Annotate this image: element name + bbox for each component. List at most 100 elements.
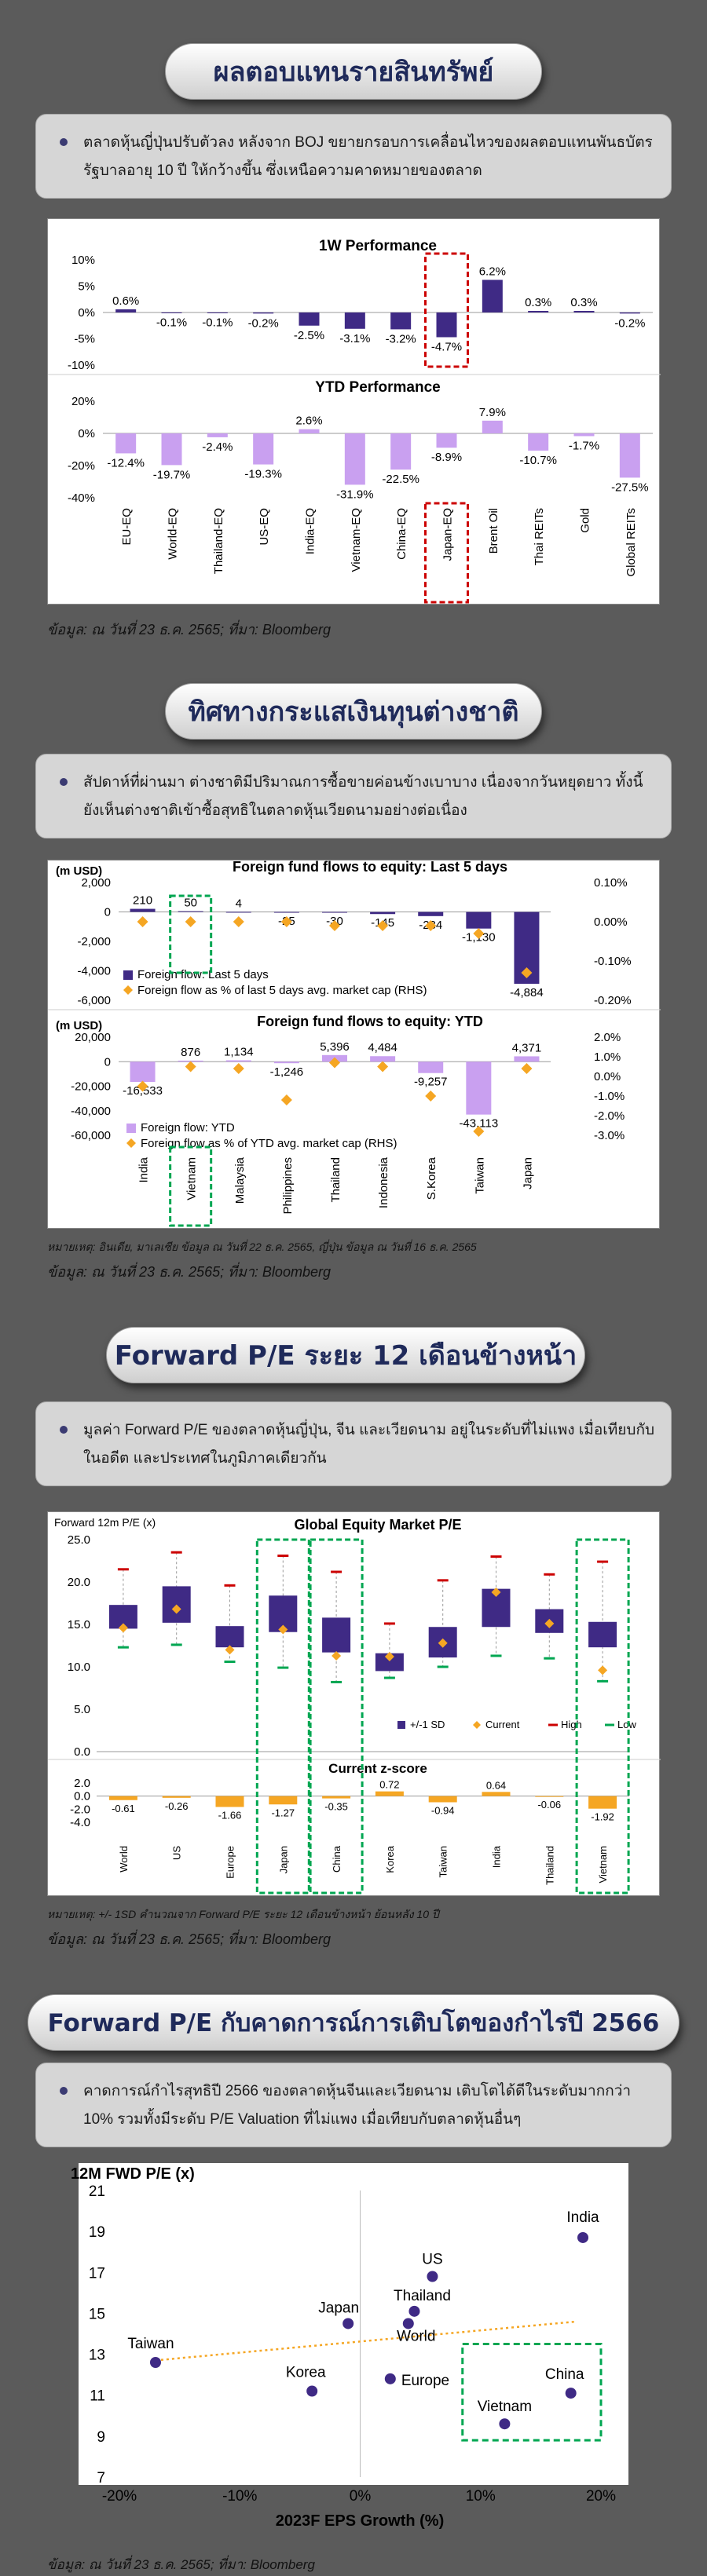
data-label: 1,134 <box>224 1045 254 1058</box>
data-label: -8.9% <box>431 451 462 464</box>
section2-text: สัปดาห์ที่ผ่านมา ต่างชาติมีปริมาณการซื้อ… <box>83 774 643 819</box>
point-label: World <box>397 2328 435 2344</box>
y2-tick-label: -0.20% <box>594 994 632 1007</box>
legend-label: Foreign flow: Last 5 days <box>137 968 269 981</box>
x-tick-label: Thailand-EQ <box>212 508 225 574</box>
y-tick-label: -5% <box>74 333 95 346</box>
highlight-box <box>169 894 213 974</box>
data-label: -1.66 <box>218 1810 242 1821</box>
bar <box>436 433 457 448</box>
data-label: -0.35 <box>324 1801 348 1813</box>
current-marker <box>598 1665 608 1675</box>
x-tick-label: India-EQ <box>304 508 317 554</box>
bar <box>418 1061 444 1073</box>
data-label: -0.2% <box>614 316 645 330</box>
bar <box>619 433 640 478</box>
rhs-marker <box>377 1061 389 1072</box>
y-tick-label: 0% <box>78 306 95 320</box>
highlight-box <box>461 2343 603 2442</box>
y-tick-label: 21 <box>89 2183 105 2200</box>
x-tick-label: 10% <box>466 2488 496 2505</box>
x-tick-label: S.Korea <box>425 1156 438 1200</box>
section2-header: ทิศทางกระแสเงินทุนต่างชาติ <box>165 683 542 740</box>
y-tick-label: 13 <box>89 2348 105 2364</box>
rhs-marker <box>137 916 148 927</box>
x-tick-label: EU-EQ <box>120 508 134 546</box>
rhs-marker <box>185 1061 196 1072</box>
y-tick-label: 0 <box>104 906 111 919</box>
highlight-box <box>575 1538 630 1895</box>
y-tick-label: 9 <box>97 2429 105 2446</box>
data-label: 0.72 <box>379 1779 399 1791</box>
y-tick-label: 17 <box>89 2265 105 2282</box>
data-label: 210 <box>133 894 152 908</box>
x-tick-label: India <box>491 1845 503 1868</box>
y-axis-title: 12M FWD P/E (x) <box>71 2165 195 2183</box>
current-marker <box>278 1624 288 1635</box>
rhs-marker <box>473 1126 485 1137</box>
section4-title: Forward P/E กับคาดการณ์การเติบโตของกำไรป… <box>47 2009 660 2037</box>
section3-header: Forward P/E ระยะ 12 เดือนข้างหน้า <box>106 1327 585 1383</box>
section3-source: ข้อมูล: ณ วันที่ 23 ธ.ค. 2565; ที่มา: Bl… <box>47 1931 331 1947</box>
y-tick-label: 25.0 <box>68 1533 90 1547</box>
scatter-point <box>408 2305 420 2317</box>
data-label: -1,246 <box>270 1065 304 1079</box>
legend-label: High <box>561 1719 582 1730</box>
chart-title: YTD Performance <box>315 379 440 396</box>
bar <box>299 429 320 433</box>
x-tick-label: China-EQ <box>395 508 408 560</box>
section4-source: ข้อมูล: ณ วันที่ 23 ธ.ค. 2565; ที่มา: Bl… <box>47 2557 315 2572</box>
highlight-box <box>255 1538 310 1895</box>
x-tick-label: Brent Oil <box>487 508 500 554</box>
rhs-marker <box>377 920 389 931</box>
bar <box>322 912 347 913</box>
scatter-point <box>306 2385 318 2397</box>
point-label: Europe <box>401 2373 449 2389</box>
flows-chart-panel: (m USD) Foreign fund flows to equity: Las… <box>47 859 661 1229</box>
y-tick-label: -40% <box>68 491 95 505</box>
legend-swatch <box>473 1721 481 1729</box>
data-label: -19.3% <box>244 468 282 481</box>
scatter-point <box>499 2418 511 2430</box>
rhs-marker <box>329 920 340 931</box>
current-marker <box>171 1604 181 1614</box>
data-label: -1.27 <box>271 1807 295 1818</box>
point-label: China <box>545 2366 584 2383</box>
section1-title: ผลตอบแทนรายสินทรัพย์ <box>213 57 494 88</box>
section1-bullet: ตลาดหุ้นญี่ปุ่นปรับตัวลง หลังจาก BOJ ขยา… <box>35 114 672 199</box>
legend-label: Current <box>485 1719 520 1730</box>
bar <box>273 912 299 913</box>
rhs-marker <box>329 1057 340 1069</box>
y-tick-label: -4,000 <box>77 965 111 978</box>
bar <box>344 312 365 329</box>
data-label: -43,113 <box>459 1117 498 1131</box>
bar <box>466 912 492 929</box>
rhs-marker <box>425 920 437 931</box>
x-tick-label: -20% <box>102 2488 137 2505</box>
section2-note: หมายเหตุ: อินเดีย, มาเลเซีย ข้อมูล ณ วัน… <box>47 1240 477 1253</box>
highlight-box <box>309 1538 364 1895</box>
section2-source: ข้อมูล: ณ วันที่ 23 ธ.ค. 2565; ที่มา: Bl… <box>47 1264 331 1280</box>
data-label: -22.5% <box>382 473 419 486</box>
performance-chart: 1W Performance 10% 5% 0% -5% -10% 0.6% -0.1% -0.… <box>48 238 661 604</box>
highlight-box <box>424 502 469 604</box>
data-label: 2.6% <box>295 415 322 428</box>
bar <box>573 310 595 312</box>
bar <box>528 310 549 312</box>
y-tick-label: 7 <box>97 2470 105 2486</box>
bar <box>161 312 182 313</box>
data-label: -1.7% <box>569 439 599 452</box>
zscore-bar <box>482 1792 511 1796</box>
x-tick-label: Thailand <box>329 1157 343 1203</box>
section1-text: ตลาดหุ้นญี่ปุ่นปรับตัวลง หลังจาก BOJ ขยา… <box>83 134 653 179</box>
rhs-marker <box>233 916 244 927</box>
rhs-marker <box>137 1080 148 1092</box>
data-label: -2.5% <box>294 329 324 342</box>
legend-label: Low <box>617 1719 636 1730</box>
scatter-point <box>577 2231 589 2243</box>
chart-title: Foreign fund flows to equity: Last 5 day… <box>233 860 507 875</box>
y-tick-label: 15.0 <box>68 1618 90 1631</box>
x-tick-label: Korea <box>384 1845 396 1873</box>
section1-header: ผลตอบแทนรายสินทรัพย์ <box>165 43 542 100</box>
data-label: 0.6% <box>112 294 139 308</box>
